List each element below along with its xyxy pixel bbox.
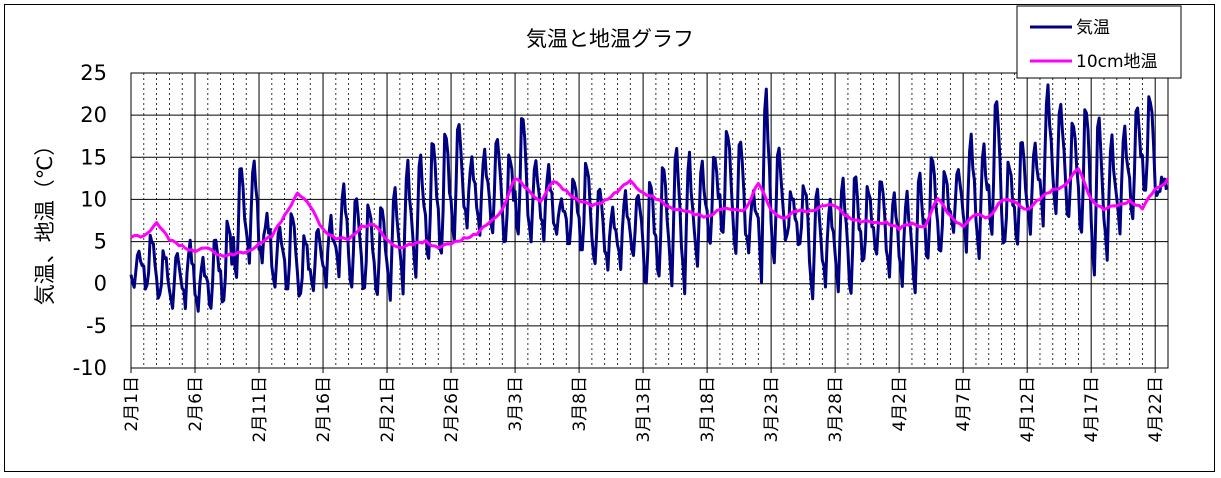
x-tick-label: 4月12日 <box>1018 376 1038 442</box>
x-tick-label: 3月3日 <box>506 376 526 432</box>
y-tick-label: 5 <box>94 230 107 254</box>
legend: 気温 10cm地温 <box>1016 5 1182 79</box>
x-tick-label: 2月11日 <box>250 376 270 442</box>
y-tick-label: 15 <box>80 145 107 169</box>
x-tick-label: 3月28日 <box>826 376 846 442</box>
y-tick-label: -5 <box>86 314 107 338</box>
y-tick-label: 20 <box>80 103 107 127</box>
x-tick-label: 3月13日 <box>634 376 654 442</box>
x-tick-label: 3月8日 <box>570 376 590 432</box>
y-tick-label: 25 <box>80 61 107 85</box>
x-tick-label: 2月1日 <box>122 376 142 432</box>
legend-label-air-temp: 気温 <box>1076 18 1110 38</box>
x-tick-label: 4月17日 <box>1082 376 1102 442</box>
legend-label-soil-temp: 10cm地温 <box>1076 52 1158 72</box>
y-tick-label: 0 <box>94 272 107 296</box>
x-tick-label: 4月22日 <box>1146 376 1166 442</box>
y-axis-label: 気温、地温（℃） <box>33 135 57 306</box>
y-tick-label: 10 <box>80 187 107 211</box>
legend-box <box>1016 5 1182 79</box>
x-tick-label: 3月23日 <box>762 376 782 442</box>
x-tick-label: 3月18日 <box>698 376 718 442</box>
x-tick-label: 2月16日 <box>314 376 334 442</box>
x-tick-label: 2月6日 <box>186 376 206 432</box>
x-tick-label: 2月21日 <box>378 376 398 442</box>
x-tick-label: 2月26日 <box>442 376 462 442</box>
series-line-air-temperature <box>129 83 1168 313</box>
y-tick-label: -10 <box>73 356 107 380</box>
x-tick-label: 4月7日 <box>954 376 974 432</box>
chart-title: 気温と地温グラフ <box>526 27 694 51</box>
x-tick-label: 4月2日 <box>890 376 910 432</box>
series-line-soil-temperature <box>130 167 1170 258</box>
